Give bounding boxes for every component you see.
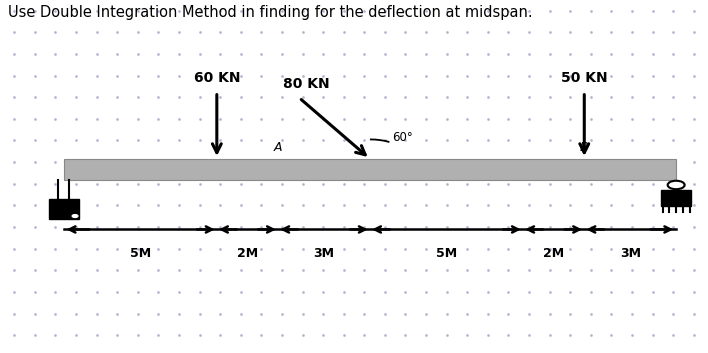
- Text: 50 KN: 50 KN: [561, 71, 607, 85]
- Text: B: B: [580, 140, 588, 154]
- Text: 5M: 5M: [130, 247, 151, 260]
- Circle shape: [668, 181, 685, 189]
- Text: 2M: 2M: [543, 247, 564, 260]
- Text: 2M: 2M: [237, 247, 258, 260]
- Text: 80 KN: 80 KN: [283, 77, 329, 91]
- Bar: [49, 199, 79, 219]
- Circle shape: [72, 215, 78, 217]
- Bar: [64, 159, 676, 180]
- Bar: [661, 190, 691, 206]
- Text: 3M: 3M: [314, 247, 334, 260]
- Text: 60°: 60°: [392, 131, 413, 144]
- Text: 60 KN: 60 KN: [193, 71, 240, 85]
- Text: 5M: 5M: [436, 247, 457, 260]
- Text: A: A: [274, 140, 282, 154]
- Text: Use Double Integration Method in finding for the deflection at midspan.: Use Double Integration Method in finding…: [8, 5, 533, 20]
- Text: 3M: 3M: [620, 247, 641, 260]
